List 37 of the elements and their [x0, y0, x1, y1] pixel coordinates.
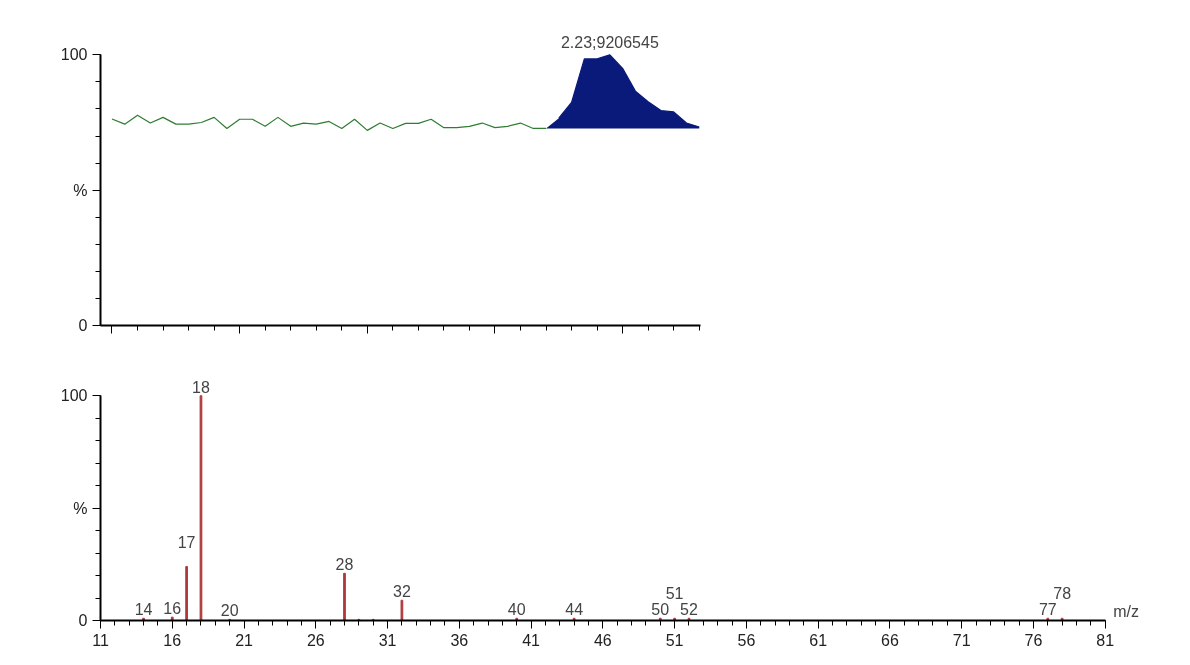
annotation: 2.23;9206545: [560, 33, 659, 51]
y-tick-label: 100: [60, 46, 88, 64]
annotation: 14: [134, 601, 153, 619]
annotation: 18: [192, 378, 210, 396]
annotation: 52: [680, 601, 698, 619]
y-tick-label: 100: [60, 387, 88, 405]
y-tick-label: %: [73, 499, 88, 517]
x-tick-label: 21: [235, 631, 254, 649]
x-tick-label: 36: [450, 631, 469, 649]
annotation: 44: [565, 601, 584, 619]
x-tick-label: 81: [1096, 631, 1115, 649]
y-tick-label: %: [73, 181, 88, 199]
x-tick-label: 46: [593, 631, 612, 649]
annotation: 32: [393, 583, 411, 601]
annotation: 17: [177, 533, 196, 551]
x-tick-label: 76: [1024, 631, 1043, 649]
annotation: 28: [335, 556, 354, 574]
annotation: 16: [163, 600, 182, 618]
x-axis-title: m/z: [1113, 602, 1139, 620]
annotation: 77: [1038, 601, 1057, 619]
x-tick-label: 16: [163, 631, 182, 649]
x-tick-label: 41: [522, 631, 541, 649]
annotation: 50: [651, 601, 670, 619]
y-tick-label: 0: [78, 317, 88, 334]
x-tick-label: 56: [737, 631, 756, 649]
x-tick-label: 66: [881, 631, 899, 649]
annotation: 20: [220, 602, 239, 620]
x-tick-label: 61: [809, 631, 828, 649]
x-tick-label: 51: [665, 631, 684, 649]
annotation: 78: [1053, 585, 1072, 603]
annotation: 51: [665, 585, 684, 603]
annotation: 40: [507, 601, 526, 619]
x-tick-label: 71: [952, 631, 971, 649]
x-tick-label: 11: [92, 631, 109, 649]
x-tick-label: 26: [306, 631, 325, 649]
x-tick-label: 31: [378, 631, 397, 649]
y-tick-label: 0: [78, 612, 88, 629]
